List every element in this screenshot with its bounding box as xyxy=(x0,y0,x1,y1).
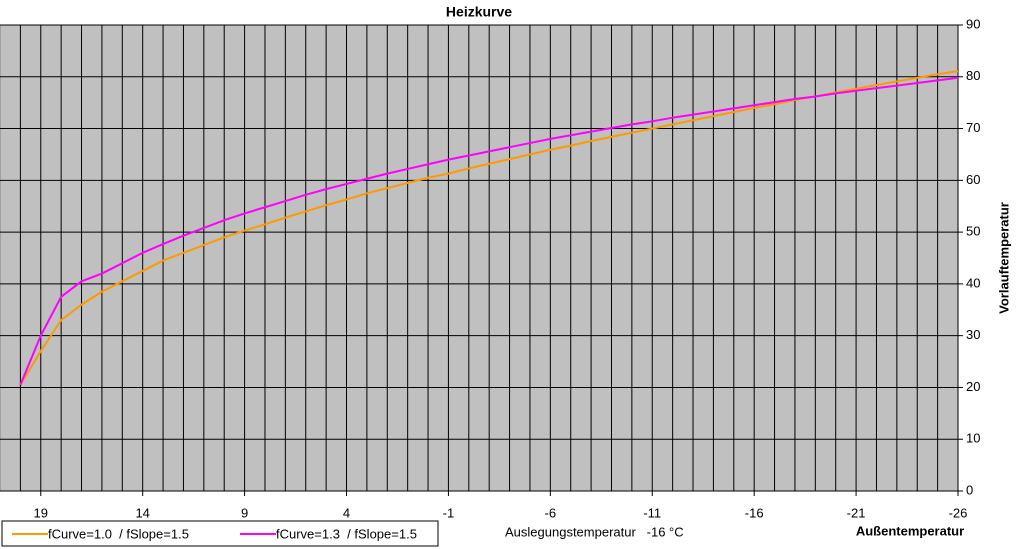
x-tick-label: 19 xyxy=(34,505,48,520)
y-tick-label: 80 xyxy=(966,68,980,83)
plot-area xyxy=(0,24,959,492)
x-tick-label: -26 xyxy=(949,505,968,520)
y-tick-label: 90 xyxy=(966,16,980,31)
y-tick-label: 50 xyxy=(966,224,980,239)
legend-label: fCurve=1.3 / fSlope=1.5 xyxy=(276,526,417,541)
y-tick-label: 30 xyxy=(966,327,980,342)
chart-title: Heizkurve xyxy=(446,4,512,20)
y-tick-label: 20 xyxy=(966,379,980,394)
x-tick-label: -6 xyxy=(545,505,557,520)
annotation: Auslegungstemperatur -16 °C xyxy=(505,524,684,539)
legend-box xyxy=(1,520,439,547)
y-tick-label: 60 xyxy=(966,172,980,187)
x-axis-title: Außentemperatur xyxy=(856,523,964,538)
legend-label: fCurve=1.0 / fSlope=1.5 xyxy=(48,526,189,541)
x-tick-label: 14 xyxy=(135,505,149,520)
y-tick-label: 0 xyxy=(966,482,973,497)
y-tick-label: 10 xyxy=(966,431,980,446)
x-tick-label: 4 xyxy=(343,505,350,520)
x-tick-label: -21 xyxy=(847,505,866,520)
x-tick-label: -11 xyxy=(643,505,661,520)
y-axis-title: Vorlauftemperatur xyxy=(996,202,1011,314)
series-line xyxy=(19,76,959,386)
y-tick-label: 70 xyxy=(966,120,980,135)
x-tick-label: -1 xyxy=(443,505,455,520)
y-tick-label: 40 xyxy=(966,275,980,290)
x-tick-label: -16 xyxy=(745,505,764,520)
x-tick-label: 9 xyxy=(241,505,248,520)
